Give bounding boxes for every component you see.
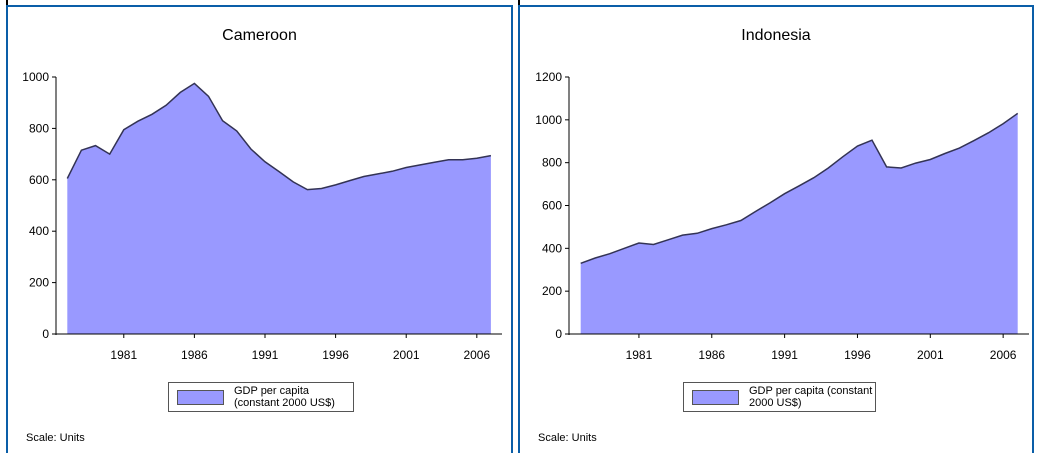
series-line [66,82,492,191]
x-tick-label: 1991 [771,348,798,362]
series-line [580,112,1019,265]
legend-swatch [177,389,224,405]
y-tick-label: 1000 [22,70,49,84]
x-tick-label: 2006 [463,348,490,362]
y-tick-label: 0 [555,327,562,341]
x-tick-label: 2006 [990,348,1017,362]
chart-title: Cameroon [222,27,297,44]
scale-note: Scale: Units [26,432,85,444]
chart-legend: GDP per capita (constant 2000 US$) [168,382,354,412]
x-tick-label: 1991 [252,348,279,362]
x-tick-label: 1981 [110,348,137,362]
y-tick-label: 800 [542,156,562,170]
x-tick-label: 1996 [322,348,349,362]
x-tick-label: 1986 [181,348,208,362]
chart-plot-cameroon: 0 200 400 600 800 1000 1981 1986 1991 1996 2001 200… [22,70,502,362]
y-tick-label: 200 [542,284,562,298]
area-series [67,83,491,335]
y-tick-label: 0 [42,327,49,341]
y-tick-label: 400 [29,224,49,238]
x-tick-label: 1996 [844,348,871,362]
y-tick-label: 400 [542,241,562,255]
legend-swatch [692,389,739,405]
chart-plot-indonesia: 0 200 400 600 800 1000 1200 1981 1986 1991 1996 200… [535,70,1029,362]
x-tick-label: 2001 [917,348,944,362]
y-tick-label: 600 [542,199,562,213]
y-tick-label: 200 [29,276,49,290]
y-tick-label: 1000 [535,113,562,127]
chart-panel-indonesia: Indonesia 0 200 400 600 800 1000 1200 1981 1986 1… [518,5,1034,453]
x-tick-label: 1986 [698,348,725,362]
chart-panel-cameroon: Cameroon 0 200 400 600 800 1000 1981 1986 1991 19… [6,5,513,453]
y-tick-label: 800 [29,121,49,135]
frame-stub-right [518,0,520,5]
area-series [580,113,1018,335]
legend-label: GDP per capita (constant 2000 US$) [234,385,335,409]
frame-stub-left [6,0,8,5]
chart-title: Indonesia [741,27,811,44]
y-tick-label: 1200 [535,70,562,84]
x-tick-label: 2001 [393,348,420,362]
chart-legend: GDP per capita (constant 2000 US$) [683,382,876,412]
y-tick-label: 600 [29,173,49,187]
scale-note: Scale: Units [538,432,597,444]
x-tick-label: 1981 [626,348,653,362]
legend-label: GDP per capita (constant 2000 US$) [749,385,873,409]
